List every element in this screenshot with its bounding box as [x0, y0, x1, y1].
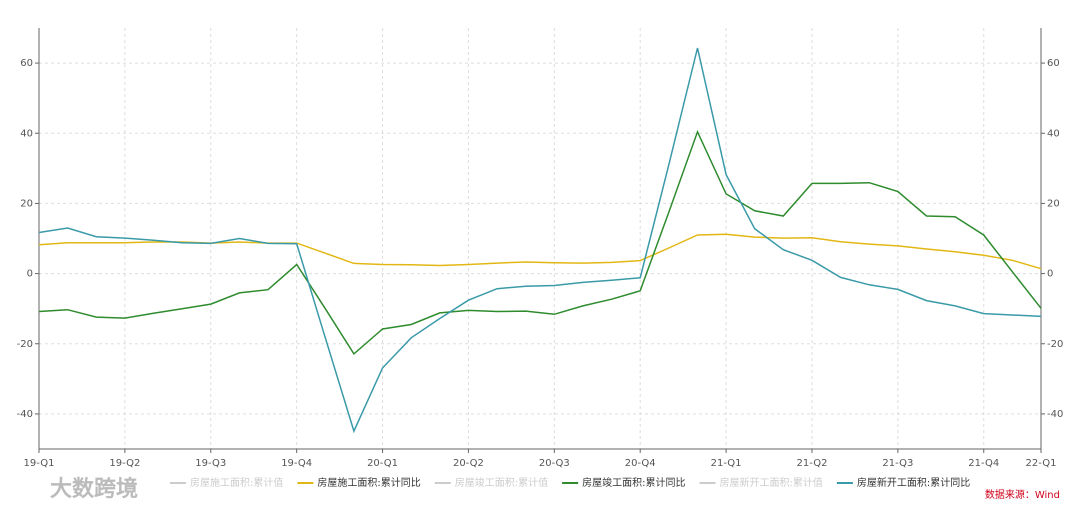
y-tick-label: 20	[20, 198, 33, 209]
x-tick-label: 19-Q2	[109, 458, 140, 469]
x-tick-label: 20-Q1	[367, 458, 398, 469]
legend-label: 房屋新开工面积:累计同比	[857, 476, 970, 489]
x-tick-label: 19-Q4	[281, 458, 312, 469]
legend-label: 房屋施工面积:累计同比	[317, 476, 420, 489]
x-tick-label: 21-Q1	[711, 458, 742, 469]
y-tick-label: 0	[27, 269, 33, 280]
y2-tick-label: 60	[1047, 58, 1060, 69]
x-tick-label: 21-Q2	[797, 458, 828, 469]
watermark: 大数跨境	[50, 476, 138, 502]
x-tick-label: 20-Q2	[453, 458, 484, 469]
y-tick-label: 60	[20, 58, 33, 69]
legend-label: 房屋施工面积:累计值	[190, 476, 283, 489]
legend-label: 房屋竣工面积:累计同比	[582, 476, 685, 489]
y2-tick-label: -20	[1047, 339, 1063, 350]
source: 数据来源：Wind	[985, 488, 1060, 501]
x-tick-label: 21-Q4	[968, 458, 999, 469]
y-tick-label: 40	[20, 128, 33, 139]
x-tick-label: 21-Q3	[882, 458, 913, 469]
series-line	[38, 129, 1042, 356]
y2-tick-label: 0	[1047, 269, 1053, 280]
y-tick-label: -20	[17, 339, 33, 350]
x-tick-label: 19-Q3	[195, 458, 226, 469]
y2-tick-label: 40	[1047, 128, 1060, 139]
y-tick-label: -40	[17, 409, 33, 420]
legend-label: 房屋新开工面积:累计值	[720, 476, 823, 489]
series-line	[38, 47, 1042, 434]
series-line	[38, 233, 1042, 270]
x-tick-label: 22-Q1	[1026, 458, 1057, 469]
x-tick-label: 19-Q1	[24, 458, 55, 469]
legend-label: 房屋竣工面积:累计值	[455, 476, 548, 489]
y2-tick-label: 20	[1047, 198, 1060, 209]
x-tick-label: 20-Q3	[539, 458, 570, 469]
y2-tick-label: -40	[1047, 409, 1063, 420]
x-tick-label: 20-Q4	[625, 458, 656, 469]
